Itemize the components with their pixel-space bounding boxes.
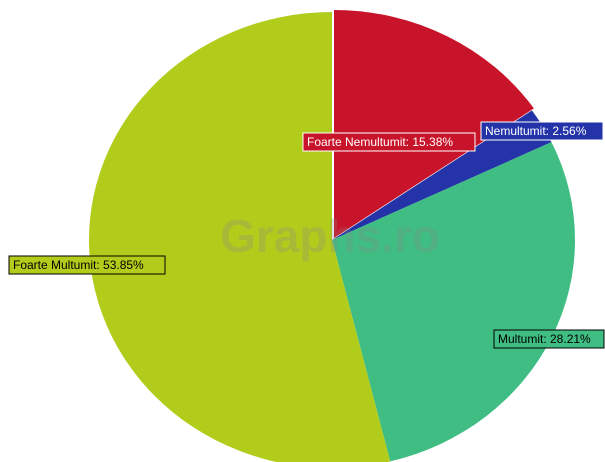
label-box: [302, 132, 476, 152]
slice: [89, 12, 391, 462]
watermark: Graphs.ro: [220, 210, 440, 262]
label-box: [8, 255, 166, 275]
slice: [334, 10, 534, 238]
label-box: [480, 121, 604, 141]
data-label: Nemultumit: 2.56%: [485, 124, 587, 138]
slice: [332, 110, 552, 241]
data-label: Foarte Nemultumit: 15.38%: [307, 135, 453, 149]
slice: [332, 142, 576, 462]
label-box: [493, 329, 605, 349]
data-label: Foarte Multumit: 53.85%: [13, 258, 144, 272]
data-label: Multumit: 28.21%: [498, 332, 591, 346]
slices: [89, 10, 576, 462]
labels: Foarte Nemultumit: 15.38% Nemultumit: 2.5…: [8, 121, 605, 349]
